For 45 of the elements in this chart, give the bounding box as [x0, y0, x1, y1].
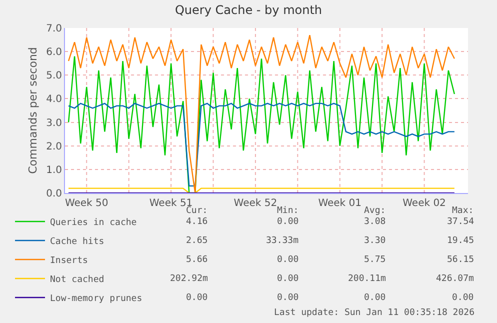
x-tick-label: Week 52	[234, 198, 278, 209]
text: 0.00	[364, 293, 386, 303]
text: 0.00	[277, 293, 299, 303]
text: 5.75	[364, 255, 386, 265]
text: 0.00	[452, 293, 474, 303]
text: 0.00	[277, 217, 299, 227]
y-tick-label: 4.0	[46, 94, 62, 106]
text: Last update: Sun Jan 11 00:35:18 2026	[274, 308, 474, 318]
y-tick-label: 7.0	[46, 24, 62, 34]
line-series	[68, 102, 456, 187]
text: 426.07m	[436, 274, 474, 284]
legend-label: Cache hits	[50, 237, 104, 248]
text: 37.54	[447, 217, 474, 227]
text: 5.66	[186, 255, 208, 265]
x-tick-label: Week 02	[402, 198, 446, 209]
y-tick-label: 1.0	[46, 164, 62, 176]
legend-label: Inserts	[50, 256, 88, 266]
y-tick-label: 0.0	[46, 188, 62, 200]
text: Min:	[277, 206, 299, 216]
legend-label: Not cached	[50, 275, 104, 286]
text: 3.30	[364, 236, 386, 246]
y-tick-label: 5.0	[46, 70, 62, 82]
text: 33.33m	[266, 236, 299, 246]
text: 56.15	[447, 255, 474, 265]
text: 202.92m	[170, 274, 208, 284]
text: 0.00	[277, 255, 299, 265]
text: 3.08	[364, 217, 386, 227]
x-tick-label: Week 50	[64, 198, 108, 209]
text: 2.65	[186, 236, 208, 246]
text: 19.45	[447, 236, 474, 246]
text: 0.00	[277, 274, 299, 284]
y-tick-label: 6.0	[46, 47, 62, 58]
legend-label: Queries in cache	[50, 218, 137, 228]
y-tick-label: 2.0	[46, 141, 62, 152]
x-tick-label: Week 01	[318, 198, 362, 209]
text: Avg:	[364, 206, 386, 216]
text: 4.16	[186, 217, 208, 227]
text: 0.00	[186, 293, 208, 303]
legend-label: Low-memory prunes	[50, 294, 142, 304]
chart-title: Query Cache - by month	[174, 3, 322, 18]
y-axis-title: Commands per second	[26, 47, 40, 174]
text: Cur:	[186, 206, 208, 216]
text: Max:	[452, 206, 474, 216]
y-tick-label: 3.0	[46, 118, 62, 129]
text: 200.11m	[348, 274, 386, 284]
